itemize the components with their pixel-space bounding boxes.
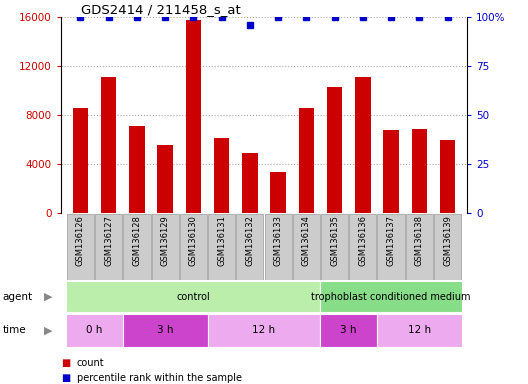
Bar — [349, 214, 376, 280]
Bar — [157, 145, 173, 213]
Bar — [67, 281, 320, 312]
Text: GSM136131: GSM136131 — [217, 215, 226, 266]
Bar — [67, 314, 123, 347]
Text: 3 h: 3 h — [157, 325, 173, 335]
Text: GSM136130: GSM136130 — [189, 215, 198, 266]
Text: percentile rank within the sample: percentile rank within the sample — [77, 373, 242, 383]
Text: control: control — [176, 291, 210, 302]
Text: GSM136129: GSM136129 — [161, 215, 169, 266]
Bar — [377, 314, 461, 347]
Text: GSM136137: GSM136137 — [386, 215, 395, 266]
Bar — [73, 108, 88, 213]
Bar — [383, 130, 399, 213]
Bar — [406, 214, 433, 280]
Bar — [321, 214, 348, 280]
Bar — [123, 314, 208, 347]
Text: ■: ■ — [61, 358, 70, 368]
Bar — [434, 214, 461, 280]
Bar — [95, 214, 122, 280]
Bar — [237, 214, 263, 280]
Text: count: count — [77, 358, 104, 368]
Bar — [124, 214, 150, 280]
Bar — [378, 214, 404, 280]
Text: GSM136133: GSM136133 — [274, 215, 282, 266]
Text: trophoblast conditioned medium: trophoblast conditioned medium — [312, 291, 471, 302]
Text: GSM136132: GSM136132 — [246, 215, 254, 266]
Bar — [101, 77, 117, 213]
Bar — [355, 77, 371, 213]
Text: ▶: ▶ — [44, 325, 52, 335]
Bar — [320, 281, 461, 312]
Bar — [208, 214, 235, 280]
Bar — [411, 129, 427, 213]
Text: ■: ■ — [61, 373, 70, 383]
Text: time: time — [3, 325, 26, 335]
Text: GDS2414 / 211458_s_at: GDS2414 / 211458_s_at — [81, 3, 241, 16]
Bar — [152, 214, 179, 280]
Text: agent: agent — [3, 291, 33, 302]
Text: 0 h: 0 h — [87, 325, 103, 335]
Bar — [129, 126, 145, 213]
Bar — [214, 139, 229, 213]
Text: GSM136138: GSM136138 — [415, 215, 424, 266]
Text: GSM136127: GSM136127 — [104, 215, 113, 266]
Bar — [180, 214, 207, 280]
Bar — [242, 153, 258, 213]
Bar — [265, 214, 291, 280]
Text: GSM136139: GSM136139 — [443, 215, 452, 266]
Bar — [327, 87, 342, 213]
Bar — [186, 20, 201, 213]
Bar — [67, 214, 94, 280]
Text: 3 h: 3 h — [341, 325, 357, 335]
Bar — [440, 140, 455, 213]
Text: ▶: ▶ — [44, 291, 52, 302]
Bar — [208, 314, 320, 347]
Bar — [320, 314, 377, 347]
Text: GSM136134: GSM136134 — [302, 215, 311, 266]
Text: GSM136136: GSM136136 — [359, 215, 367, 266]
Bar — [299, 108, 314, 213]
Text: GSM136126: GSM136126 — [76, 215, 85, 266]
Text: GSM136128: GSM136128 — [133, 215, 142, 266]
Text: 12 h: 12 h — [408, 325, 431, 335]
Text: GSM136135: GSM136135 — [330, 215, 339, 266]
Text: 12 h: 12 h — [252, 325, 276, 335]
Bar — [270, 172, 286, 213]
Bar — [293, 214, 320, 280]
